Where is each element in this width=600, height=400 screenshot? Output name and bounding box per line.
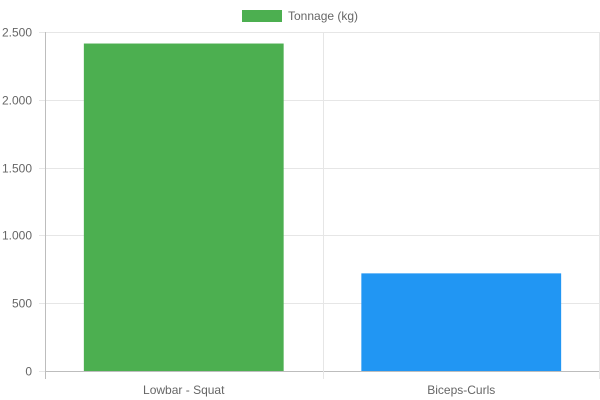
bars <box>83 43 562 371</box>
y-tick-label: 0 <box>25 365 32 379</box>
x-tick-label: Lowbar - Squat <box>143 383 225 397</box>
y-tick-label: 2.500 <box>2 26 32 40</box>
y-tick-label: 2.000 <box>2 94 32 108</box>
legend-swatch <box>242 10 282 22</box>
legend[interactable]: Tonnage (kg) <box>242 9 358 23</box>
bar-lowbar-squat[interactable] <box>83 43 284 371</box>
y-tick-label: 1.500 <box>2 162 32 176</box>
x-axis-ticks: Lowbar - Squat Biceps-Curls <box>143 383 495 397</box>
y-axis-ticks: 0 500 1.000 1.500 2.000 2.500 <box>2 26 45 379</box>
y-tick-label: 500 <box>12 297 32 311</box>
x-tick-label: Biceps-Curls <box>427 383 495 397</box>
y-tick-label: 1.000 <box>2 229 32 243</box>
bar-biceps-curls[interactable] <box>361 273 562 371</box>
legend-label: Tonnage (kg) <box>288 9 358 23</box>
